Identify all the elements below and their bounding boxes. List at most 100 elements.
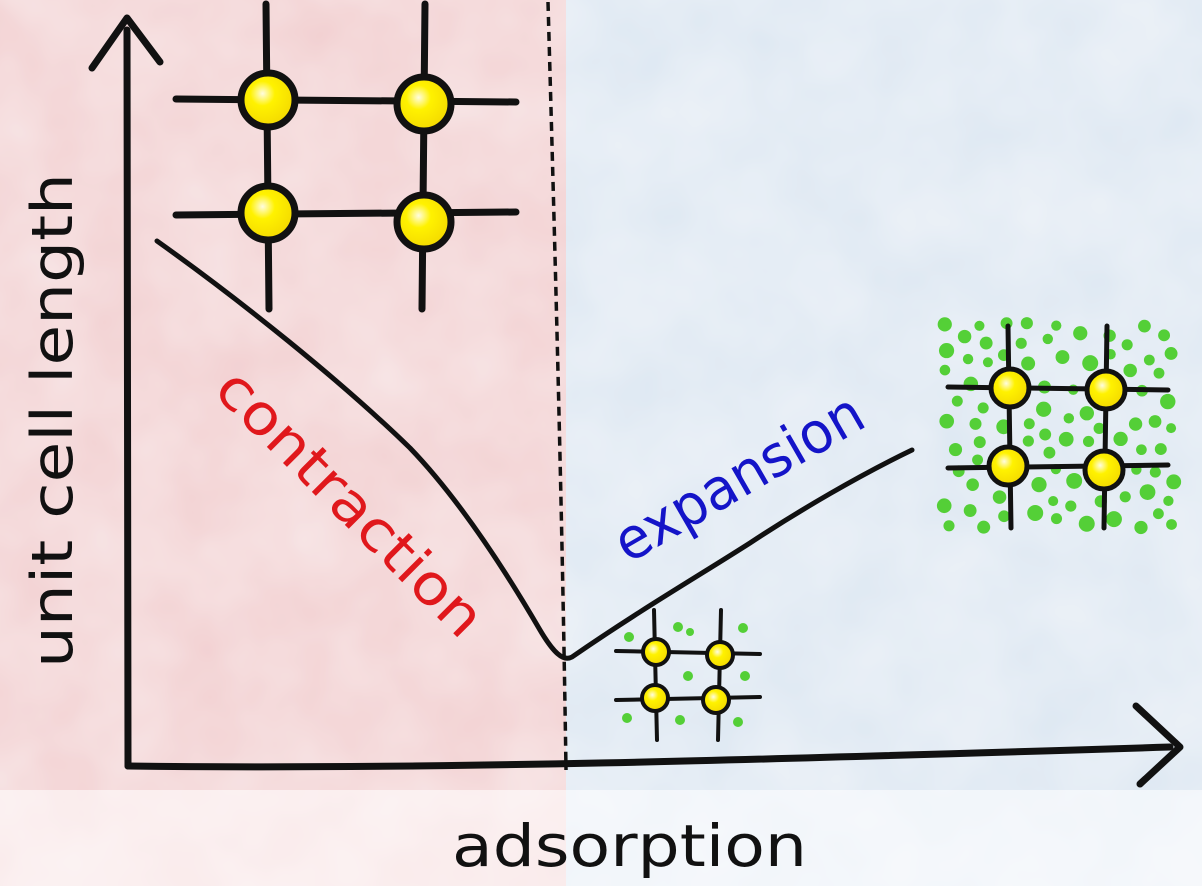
guest-molecule (1066, 472, 1083, 489)
linker (172, 95, 520, 106)
x-axis-line (124, 743, 1174, 771)
guest-molecule (1020, 317, 1033, 330)
guest-molecule (937, 317, 952, 332)
x-axis-label: adsorption (452, 812, 807, 880)
guest-molecule (1166, 519, 1177, 530)
guest-molecule (1164, 347, 1178, 360)
guest-molecule (624, 632, 634, 642)
guest-molecule (1158, 329, 1171, 342)
guest-molecule (1163, 495, 1174, 506)
metal-node (237, 182, 299, 244)
guest-molecule (1058, 431, 1074, 447)
guest-molecule (973, 436, 986, 449)
guest-molecule (1055, 350, 1070, 364)
guest-molecule (962, 353, 974, 365)
guest-molecule (943, 520, 955, 532)
guest-molecule (1152, 508, 1164, 520)
guest-molecule (936, 498, 952, 514)
guest-molecule (939, 364, 951, 376)
guest-molecule (1048, 495, 1059, 507)
guest-molecule (957, 329, 972, 344)
guest-molecule (974, 320, 985, 331)
guest-molecule (1113, 431, 1128, 447)
guest-molecule (1050, 513, 1063, 525)
guest-molecule (1042, 333, 1054, 345)
guest-molecule (1166, 474, 1182, 490)
guest-molecule (977, 402, 989, 414)
linker (262, 0, 273, 313)
guest-molecule (1149, 466, 1161, 478)
guest-molecule (1143, 354, 1155, 366)
guest-molecule (1051, 320, 1062, 331)
guest-molecule (1123, 363, 1137, 378)
guest-molecule (972, 454, 984, 466)
guest-molecule (1093, 422, 1105, 434)
guest-molecule (1119, 491, 1131, 503)
metal-node (986, 444, 1030, 488)
linker (614, 695, 762, 702)
expanded-framework-with-guests-icon (936, 317, 1182, 535)
guest-molecule (673, 622, 683, 632)
guest-molecule (622, 713, 632, 723)
guest-molecule (1121, 339, 1133, 351)
unit-cell-length-curve (154, 238, 915, 661)
guest-molecule (992, 490, 1007, 504)
guest-molecule (1063, 413, 1075, 424)
guest-molecule (1134, 520, 1148, 535)
guest-molecule (939, 413, 955, 429)
guest-molecule (963, 504, 977, 517)
metal-node (640, 683, 670, 713)
guest-molecule (1065, 500, 1077, 512)
guest-molecule (1039, 428, 1052, 441)
guest-molecule (1022, 435, 1034, 447)
metal-node (701, 685, 731, 715)
guest-molecule (683, 671, 693, 681)
guest-molecule (1128, 417, 1143, 431)
guest-molecule (1082, 355, 1099, 372)
linker (418, 0, 429, 313)
x-axis-arrowhead (1132, 702, 1184, 788)
guest-molecule (1027, 505, 1044, 522)
metal-node (1084, 368, 1128, 412)
guest-molecule (1160, 393, 1176, 410)
guest-molecule (969, 417, 982, 430)
linker (1005, 323, 1014, 531)
metal-node (393, 73, 455, 135)
linker (172, 208, 520, 219)
guest-molecule (1043, 446, 1056, 459)
y-axis-label: unit cell length (20, 173, 86, 668)
linker (614, 649, 762, 656)
contraction-region (0, 0, 566, 886)
metal-node (988, 366, 1032, 410)
guest-molecule (733, 717, 743, 727)
y-axis-arrowhead (88, 14, 164, 72)
guest-molecule (1154, 443, 1167, 456)
guest-molecule (951, 395, 963, 407)
small-framework-with-guests-icon (614, 608, 762, 742)
linker (716, 608, 723, 742)
linker (945, 462, 1171, 471)
guest-molecule (938, 342, 955, 359)
guest-molecule (675, 715, 685, 725)
linker (652, 608, 659, 742)
guest-molecule (998, 510, 1010, 523)
guest-molecule (1148, 415, 1162, 428)
guest-molecule (1073, 326, 1088, 341)
guest-molecule (1105, 511, 1122, 528)
guest-molecule (1082, 435, 1095, 448)
guest-molecule (1139, 484, 1156, 500)
metal-node (237, 69, 299, 131)
guest-molecule (948, 443, 963, 457)
guest-molecule (966, 478, 979, 491)
guest-molecule (1166, 423, 1177, 434)
guest-molecule (1036, 401, 1052, 417)
guest-molecule (1023, 418, 1035, 430)
axes (88, 14, 1184, 788)
guest-molecule (1031, 477, 1047, 493)
guest-molecule (740, 671, 750, 681)
guest-molecule (977, 520, 991, 534)
guest-molecule (686, 628, 694, 636)
metal-node (641, 637, 671, 667)
empty-framework-icon (172, 0, 520, 313)
